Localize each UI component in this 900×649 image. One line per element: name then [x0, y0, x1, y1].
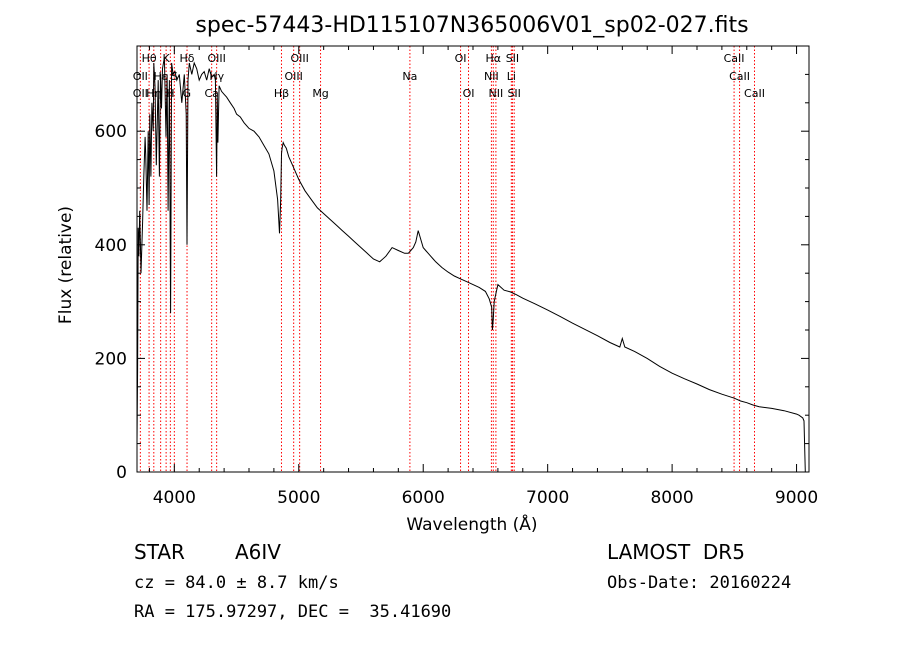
- observation-date: Obs-Date: 20160224: [607, 573, 792, 593]
- line-label-0: Hθ: [142, 52, 157, 65]
- line-label-13: OIII: [290, 52, 308, 65]
- y-tick-label-3: 600: [95, 122, 127, 142]
- y-axis-label: Flux (relative): [56, 206, 76, 324]
- line-label-10: OIII: [207, 52, 225, 65]
- survey-name: LAMOST DR5: [607, 540, 745, 564]
- line-label-15: Hβ: [274, 87, 289, 100]
- line-label-25: SII: [507, 87, 520, 100]
- line-label-21: NII: [484, 70, 499, 83]
- line-label-17: Na: [402, 70, 417, 83]
- line-label-8: S: [171, 70, 178, 83]
- line-label-1: OII: [133, 70, 148, 83]
- line-label-12: Ca: [204, 87, 218, 100]
- line-label-9: G: [183, 87, 192, 100]
- line-label-19: OI: [463, 87, 475, 100]
- x-axis-ticks: 4000 5000 6000 7000 8000 9000: [148, 46, 818, 508]
- line-label-27: CaII: [729, 70, 750, 83]
- subclass: A6IV: [235, 540, 281, 564]
- line-label-20: Hα: [486, 52, 502, 65]
- x-tick-label-5: 9000: [775, 488, 818, 508]
- x-tick-label-1: 5000: [277, 488, 320, 508]
- line-label-14: OIII: [284, 70, 302, 83]
- line-label-23: SII: [506, 52, 519, 65]
- chart-title: spec-57443-HD115107N365006V01_sp02-027.f…: [195, 13, 748, 38]
- x-axis-label: Wavelength (Å): [406, 513, 537, 535]
- line-label-5: K: [163, 52, 171, 65]
- line-label-24: NII: [489, 87, 504, 100]
- x-tick-label-0: 4000: [153, 488, 196, 508]
- y-axis-ticks: 0 200 400 600: [95, 73, 809, 483]
- line-label-28: CaII: [744, 87, 765, 100]
- line-label-26: CaII: [724, 52, 745, 65]
- spectrum-line: [136, 57, 809, 473]
- line-label-7: Hδ: [180, 52, 195, 65]
- line-label-6: H: [166, 87, 174, 100]
- x-tick-label-4: 8000: [650, 488, 693, 508]
- coordinates: RA = 175.97297, DEC = 35.41690: [134, 602, 452, 622]
- emission-line-markers: [139, 46, 755, 472]
- object-class: STAR: [134, 540, 185, 564]
- line-label-16: Mg: [312, 87, 328, 100]
- x-tick-label-2: 6000: [402, 488, 445, 508]
- line-label-18: OI: [455, 52, 467, 65]
- y-tick-label-0: 0: [116, 463, 127, 483]
- line-label-22: Li: [507, 70, 516, 83]
- y-tick-label-1: 200: [95, 349, 127, 369]
- redshift-cz: cz = 84.0 ± 8.7 km/s: [134, 573, 339, 593]
- line-label-11: Hγ: [209, 70, 224, 83]
- plot-frame: [136, 45, 810, 473]
- x-tick-label-3: 7000: [526, 488, 569, 508]
- y-tick-label-2: 400: [95, 236, 127, 256]
